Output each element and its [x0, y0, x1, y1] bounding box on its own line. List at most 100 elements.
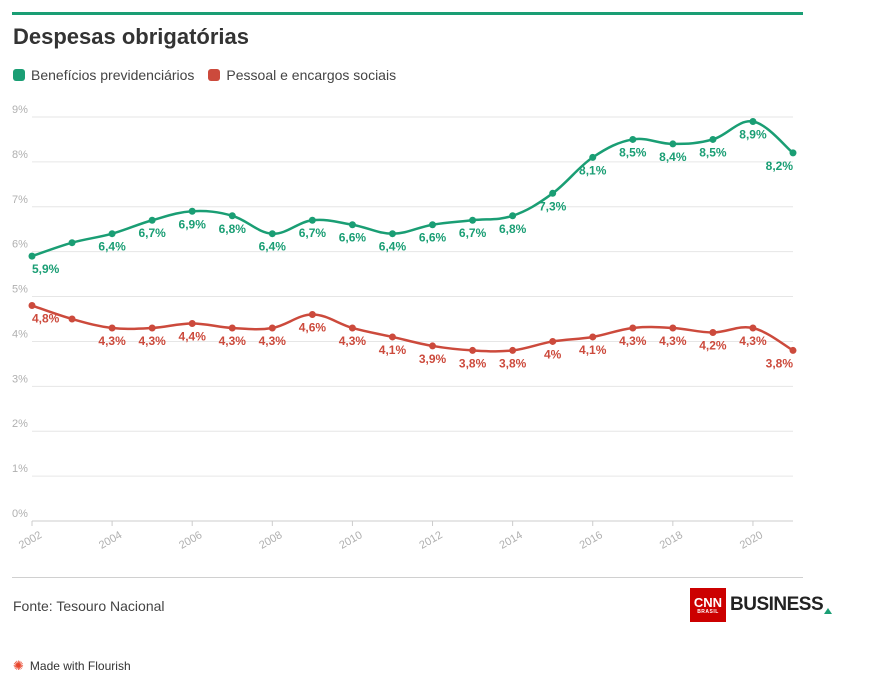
data-point: [589, 153, 597, 161]
data-label: 4,3%: [259, 334, 287, 348]
data-point: [629, 135, 637, 143]
y-tick-label: 4%: [12, 328, 28, 340]
data-point: [388, 230, 396, 238]
flourish-credit-text: Made with Flourish: [29, 659, 131, 673]
data-point: [669, 324, 677, 332]
data-point: [148, 216, 156, 224]
data-label: 6,6%: [419, 231, 447, 245]
data-point: [749, 324, 757, 332]
data-label: 6,7%: [299, 226, 327, 240]
data-point: [348, 324, 356, 332]
data-point: [68, 239, 76, 247]
data-label: 8,9%: [739, 127, 767, 141]
data-label: 3,8%: [766, 356, 794, 370]
data-point: [388, 333, 396, 341]
data-label: 4,3%: [659, 334, 687, 348]
data-point: [509, 212, 517, 220]
x-tick-label: 2018: [658, 529, 685, 552]
data-point: [308, 311, 316, 319]
x-tick-label: 2004: [97, 529, 124, 552]
logo-triangle-icon: [824, 608, 833, 614]
data-point: [589, 333, 597, 341]
legend: Benefícios previdenciários Pessoal e enc…: [13, 67, 396, 83]
y-tick-label: 2%: [12, 418, 28, 430]
data-point: [268, 324, 276, 332]
x-tick-label: 2020: [738, 529, 765, 552]
cnn-logo-text: CNN: [693, 594, 723, 610]
x-tick-label: 2016: [578, 529, 605, 552]
legend-label-beneficios: Benefícios previdenciários: [31, 67, 195, 83]
data-point: [188, 319, 196, 327]
data-point: [669, 140, 677, 148]
data-label: 3,8%: [459, 356, 487, 370]
data-label: 4,4%: [179, 329, 207, 343]
data-point: [549, 189, 557, 197]
data-label: 4,3%: [98, 334, 126, 348]
cnn-logo-subtext: BRASIL: [697, 608, 719, 615]
legend-swatch-red: [208, 69, 221, 81]
x-tick-label: 2010: [337, 529, 364, 552]
data-label: 4,3%: [739, 334, 767, 348]
data-point: [228, 212, 236, 220]
data-point: [228, 324, 236, 332]
x-tick-label: 2014: [498, 529, 525, 552]
cnn-business-logo[interactable]: CNN BRASIL BUSINESS: [690, 588, 833, 622]
y-tick-label: 8%: [12, 149, 28, 161]
flourish-icon: ✺: [13, 658, 24, 673]
data-point: [469, 346, 477, 354]
y-tick-label: 1%: [12, 463, 28, 475]
data-point: [68, 315, 76, 323]
data-label: 4,3%: [339, 334, 367, 348]
series-line-1: [31, 304, 794, 353]
legend-swatch-green: [13, 69, 25, 81]
y-tick-label: 5%: [12, 284, 28, 296]
data-label: 4,3%: [138, 334, 166, 348]
data-point: [108, 230, 116, 238]
data-point: [549, 337, 557, 345]
x-tick-label: 2002: [17, 529, 44, 552]
flourish-credit[interactable]: ✺ Made with Flourish: [13, 658, 131, 674]
data-point: [268, 230, 276, 238]
data-point: [429, 342, 437, 350]
data-label: 4,1%: [379, 343, 407, 357]
legend-item-beneficios[interactable]: Benefícios previdenciários: [13, 67, 194, 83]
data-label: 7,3%: [539, 199, 567, 213]
data-label: 6,7%: [459, 226, 487, 240]
series-line-0: [31, 120, 794, 258]
data-label: 6,4%: [379, 240, 407, 254]
source-note: Fonte: Tesouro Nacional: [13, 598, 165, 614]
data-label: 8,5%: [619, 145, 647, 159]
y-tick-label: 0%: [12, 508, 28, 520]
data-label: 4%: [544, 347, 562, 361]
data-point: [148, 324, 156, 332]
y-tick-label: 7%: [12, 194, 28, 206]
data-label: 4,2%: [699, 338, 727, 352]
data-point: [108, 324, 116, 332]
data-point: [709, 135, 717, 143]
data-label: 4,8%: [32, 312, 60, 326]
data-point: [749, 117, 757, 125]
data-label: 8,1%: [579, 163, 607, 177]
data-label: 6,7%: [138, 226, 166, 240]
data-label: 8,4%: [659, 150, 687, 164]
data-label: 4,6%: [299, 321, 327, 335]
data-point: [629, 324, 637, 332]
data-label: 6,6%: [339, 231, 367, 245]
data-label: 6,9%: [179, 217, 207, 231]
y-tick-label: 3%: [12, 373, 28, 385]
footer-divider: [12, 577, 803, 578]
legend-item-pessoal[interactable]: Pessoal e encargos sociais: [208, 67, 396, 83]
data-label: 6,8%: [499, 222, 527, 236]
data-point: [429, 221, 437, 229]
data-point: [308, 216, 316, 224]
cnn-logo-box: CNN BRASIL: [690, 588, 726, 622]
data-label: 6,4%: [98, 240, 126, 254]
x-tick-label: 2012: [417, 529, 444, 552]
data-label: 4,1%: [579, 343, 607, 357]
data-label: 3,8%: [499, 356, 527, 370]
x-tick-label: 2006: [177, 529, 204, 552]
x-tick-label: 2008: [257, 529, 284, 552]
data-point: [509, 346, 517, 354]
data-point: [469, 216, 477, 224]
